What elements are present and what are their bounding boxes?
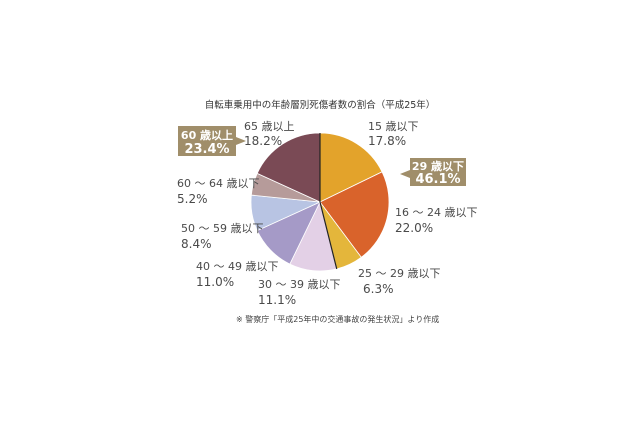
- pie-divider-line: [319, 133, 338, 270]
- slice-value-30-39: 11.1%: [258, 293, 296, 307]
- slice-value-40-49: 11.0%: [196, 275, 234, 289]
- slice-label-40-49: 40 ～ 49 歳以下: [196, 260, 278, 273]
- slice-value-65-over: 18.2%: [244, 134, 282, 148]
- slice-label-50-59: 50 ～ 59 歳以下: [181, 222, 263, 235]
- slice-value-60-64: 5.2%: [177, 192, 208, 206]
- pie-slices: [250, 132, 390, 272]
- callout-29-under: 29 歳以下 46.1%: [400, 158, 466, 187]
- pie-divider-1: [319, 201, 338, 270]
- slice-label-15-under: 15 歳以下: [368, 120, 419, 133]
- pie-slice-7: [256, 132, 321, 203]
- callout-29-under-value: 46.1%: [415, 172, 460, 187]
- chart-source-note: ※ 警察庁「平成25年中の交通事故の発生状況」より作成: [236, 314, 439, 324]
- callout-29-under-box: [400, 158, 466, 186]
- callout-60-over: 60 歳以上 23.4%: [178, 126, 246, 157]
- slice-label-65-over: 65 歳以上: [244, 120, 295, 133]
- slice-value-15-under: 17.8%: [368, 134, 406, 148]
- slice-label-60-64: 60 ～ 64 歳以下: [177, 177, 259, 190]
- pie-slice-1: [319, 171, 390, 258]
- chart-title: 自転車乗用中の年齢層別死傷者数の割合（平成25年）: [205, 99, 436, 111]
- pie-slice-0: [319, 132, 383, 203]
- callout-29-under-label: 29 歳以下: [412, 159, 464, 173]
- slice-value-16-24: 22.0%: [395, 221, 433, 235]
- slice-label-25-29: 25 ～ 29 歳以下: [358, 267, 440, 280]
- callout-60-over-box: [178, 126, 246, 156]
- slice-label-16-24: 16 ～ 24 歳以下: [395, 206, 477, 219]
- slice-value-25-29: 6.3%: [363, 282, 394, 296]
- callout-60-over-value: 23.4%: [184, 142, 229, 157]
- slice-label-30-39: 30 ～ 39 歳以下: [258, 278, 340, 291]
- callout-60-over-label: 60 歳以上: [181, 128, 233, 142]
- slice-value-50-59: 8.4%: [181, 237, 212, 251]
